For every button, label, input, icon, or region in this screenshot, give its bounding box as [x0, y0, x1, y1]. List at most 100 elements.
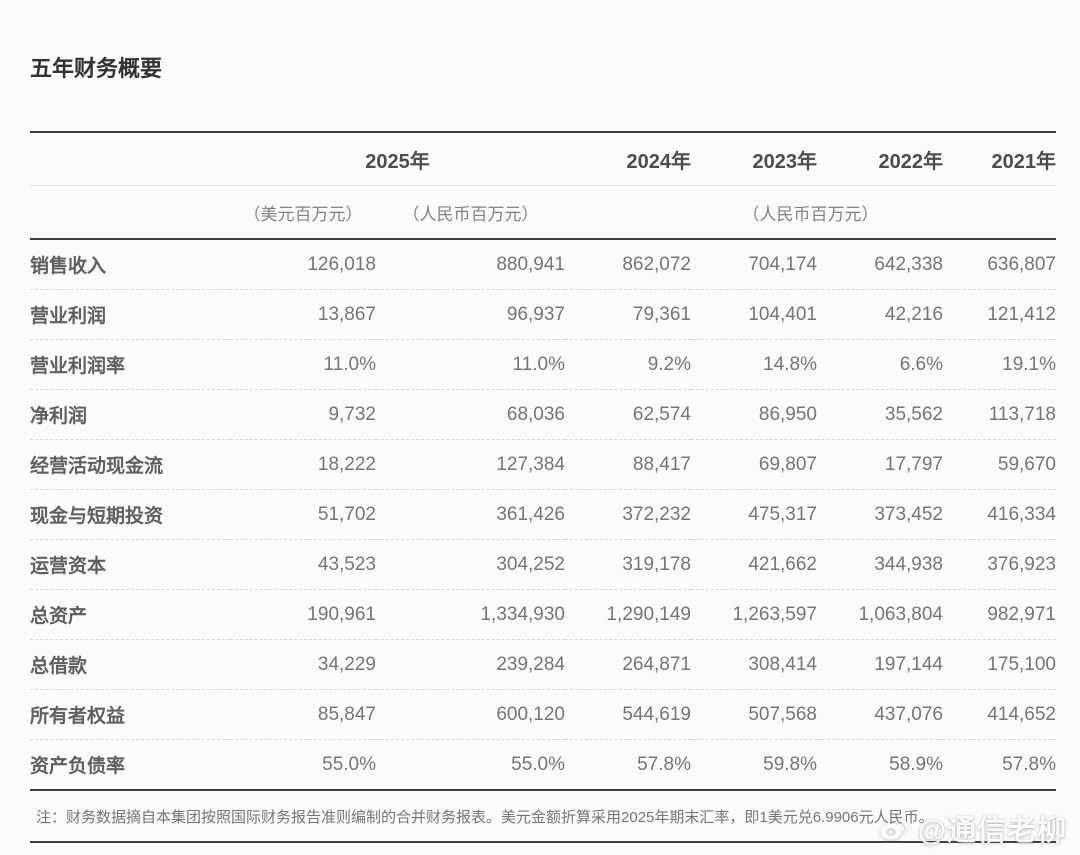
- table-row: 净利润 9,732 68,036 62,574 86,950 35,562 113,718: [30, 390, 1056, 440]
- table-row: 所有者权益 85,847 600,120 544,619 507,568 437,076 4…: [30, 690, 1056, 740]
- cell-value: 6.6%: [899, 353, 943, 375]
- cell-value: 344,938: [874, 553, 943, 575]
- table-row: 营业利润 13,867 96,937 79,361 104,401 42,216 121,4…: [30, 290, 1056, 340]
- cell-value: 96,937: [506, 303, 565, 325]
- row-label: 现金与短期投资: [30, 506, 164, 527]
- cell-value: 55.0%: [322, 753, 376, 775]
- cell-value: 51,702: [317, 503, 376, 525]
- cell-value: 11.0%: [512, 353, 565, 375]
- col-header-2021: 2021年: [991, 150, 1057, 173]
- row-label: 营业利润: [30, 306, 107, 327]
- row-label: 营业利润率: [30, 356, 126, 377]
- cell-value: 1,334,930: [480, 603, 565, 625]
- col-header-2024: 2024年: [626, 150, 692, 173]
- table-row: 经营活动现金流 18,222 127,384 88,417 69,807 17,797 59…: [30, 440, 1056, 490]
- cell-value: 69,807: [758, 453, 817, 475]
- cell-value: 319,178: [622, 553, 691, 575]
- table-row: 销售收入 126,018 880,941 862,072 704,174 642,338 6…: [30, 239, 1056, 290]
- cell-value: 636,807: [987, 253, 1056, 275]
- cell-value: 416,334: [987, 503, 1056, 525]
- cell-value: 642,338: [874, 253, 943, 275]
- cell-value: 42,216: [884, 303, 943, 325]
- cell-value: 57.8%: [637, 753, 691, 775]
- cell-value: 507,568: [748, 703, 817, 725]
- cell-value: 1,063,804: [858, 603, 943, 625]
- col-header-2022: 2022年: [878, 150, 944, 173]
- cell-value: 197,144: [874, 653, 943, 675]
- cell-value: 704,174: [748, 253, 817, 275]
- cell-value: 17,797: [884, 453, 943, 475]
- cell-value: 1,290,149: [606, 603, 691, 625]
- cell-value: 304,252: [496, 553, 565, 575]
- cell-value: 68,036: [506, 403, 565, 425]
- row-label: 所有者权益: [30, 706, 126, 727]
- cell-value: 55.0%: [511, 753, 565, 775]
- row-label: 运营资本: [30, 556, 107, 577]
- cell-value: 59,670: [997, 453, 1056, 475]
- cell-value: 982,971: [987, 603, 1056, 625]
- cell-value: 127,384: [496, 453, 565, 475]
- table-row: 营业利润率 11.0% 11.0% 9.2% 14.8% 6.6% 19.1%: [30, 340, 1056, 390]
- cell-value: 239,284: [496, 653, 565, 675]
- cell-value: 1,263,597: [732, 603, 817, 625]
- row-label: 销售收入: [30, 256, 107, 277]
- cell-value: 361,426: [496, 503, 565, 525]
- cell-value: 308,414: [748, 653, 817, 675]
- unit-header-rmb: （人民币百万元）: [742, 204, 879, 224]
- cell-value: 376,923: [987, 553, 1056, 575]
- corner-cell: [30, 132, 230, 186]
- unit-header-row: （美元百万元） （人民币百万元） （人民币百万元）: [30, 186, 1056, 240]
- cell-value: 104,401: [748, 303, 817, 325]
- cell-value: 62,574: [632, 403, 691, 425]
- cell-value: 59.8%: [763, 753, 817, 775]
- cell-value: 88,417: [632, 453, 691, 475]
- cell-value: 9.2%: [647, 353, 691, 375]
- col-header-2023: 2023年: [752, 150, 818, 173]
- row-label: 总资产: [30, 606, 88, 627]
- cell-value: 190,961: [307, 603, 376, 625]
- cell-value: 43,523: [317, 553, 376, 575]
- row-label: 净利润: [30, 406, 88, 427]
- page-title: 五年财务概要: [30, 56, 163, 81]
- year-header-row: 2025年 2024年 2023年 2022年 2021年: [30, 132, 1056, 186]
- cell-value: 880,941: [496, 253, 565, 275]
- cell-value: 862,072: [622, 253, 691, 275]
- cell-value: 126,018: [307, 253, 376, 275]
- cell-value: 264,871: [622, 653, 691, 675]
- corner-cell: [30, 186, 230, 240]
- table-row: 运营资本 43,523 304,252 319,178 421,662 344,938 37…: [30, 540, 1056, 590]
- cell-value: 121,412: [987, 303, 1056, 325]
- table-row: 现金与短期投资 51,702 361,426 372,232 475,317 373,45…: [30, 490, 1056, 540]
- cell-value: 34,229: [317, 653, 376, 675]
- row-label: 总借款: [30, 656, 88, 677]
- cell-value: 414,652: [987, 703, 1056, 725]
- cell-value: 11.0%: [323, 353, 376, 375]
- cell-value: 113,718: [988, 403, 1056, 425]
- cell-value: 58.9%: [889, 753, 943, 775]
- col-header-2025: 2025年: [365, 150, 430, 173]
- cell-value: 600,120: [496, 703, 565, 725]
- cell-value: 372,232: [622, 503, 691, 525]
- cell-value: 79,361: [632, 303, 691, 325]
- cell-value: 86,950: [758, 403, 817, 425]
- cell-value: 9,732: [328, 403, 376, 425]
- footnote: 注：财务数据摘自本集团按照国际财务报告准则编制的合并财务报表。美元金额折算采用2…: [36, 808, 934, 826]
- cell-value: 14.8%: [763, 353, 817, 375]
- cell-value: 35,562: [884, 403, 943, 425]
- cell-value: 19.1%: [1002, 353, 1056, 375]
- cell-value: 85,847: [317, 703, 376, 725]
- table-row: 总资产 190,961 1,334,930 1,290,149 1,263,597 1,0…: [30, 590, 1056, 640]
- cell-value: 544,619: [622, 703, 691, 725]
- row-label: 资产负债率: [30, 756, 126, 777]
- table-row: 资产负债率 55.0% 55.0% 57.8% 59.8% 58.9% 57.8%: [30, 740, 1056, 790]
- footnote-row: 注：财务数据摘自本集团按照国际财务报告准则编制的合并财务报表。美元金额折算采用2…: [30, 790, 1056, 842]
- cell-value: 18,222: [317, 453, 376, 475]
- cell-value: 57.8%: [1002, 753, 1056, 775]
- five-year-financial-table: 2025年 2024年 2023年 2022年 2021年 （美元百万元） （人…: [30, 131, 1056, 843]
- table-row: 总借款 34,229 239,284 264,871 308,414 197,144 175…: [30, 640, 1056, 690]
- cell-value: 475,317: [748, 503, 817, 525]
- cell-value: 13,867: [317, 303, 376, 325]
- unit-header-rmb-2025: （人民币百万元）: [402, 204, 539, 224]
- row-label: 经营活动现金流: [30, 456, 164, 477]
